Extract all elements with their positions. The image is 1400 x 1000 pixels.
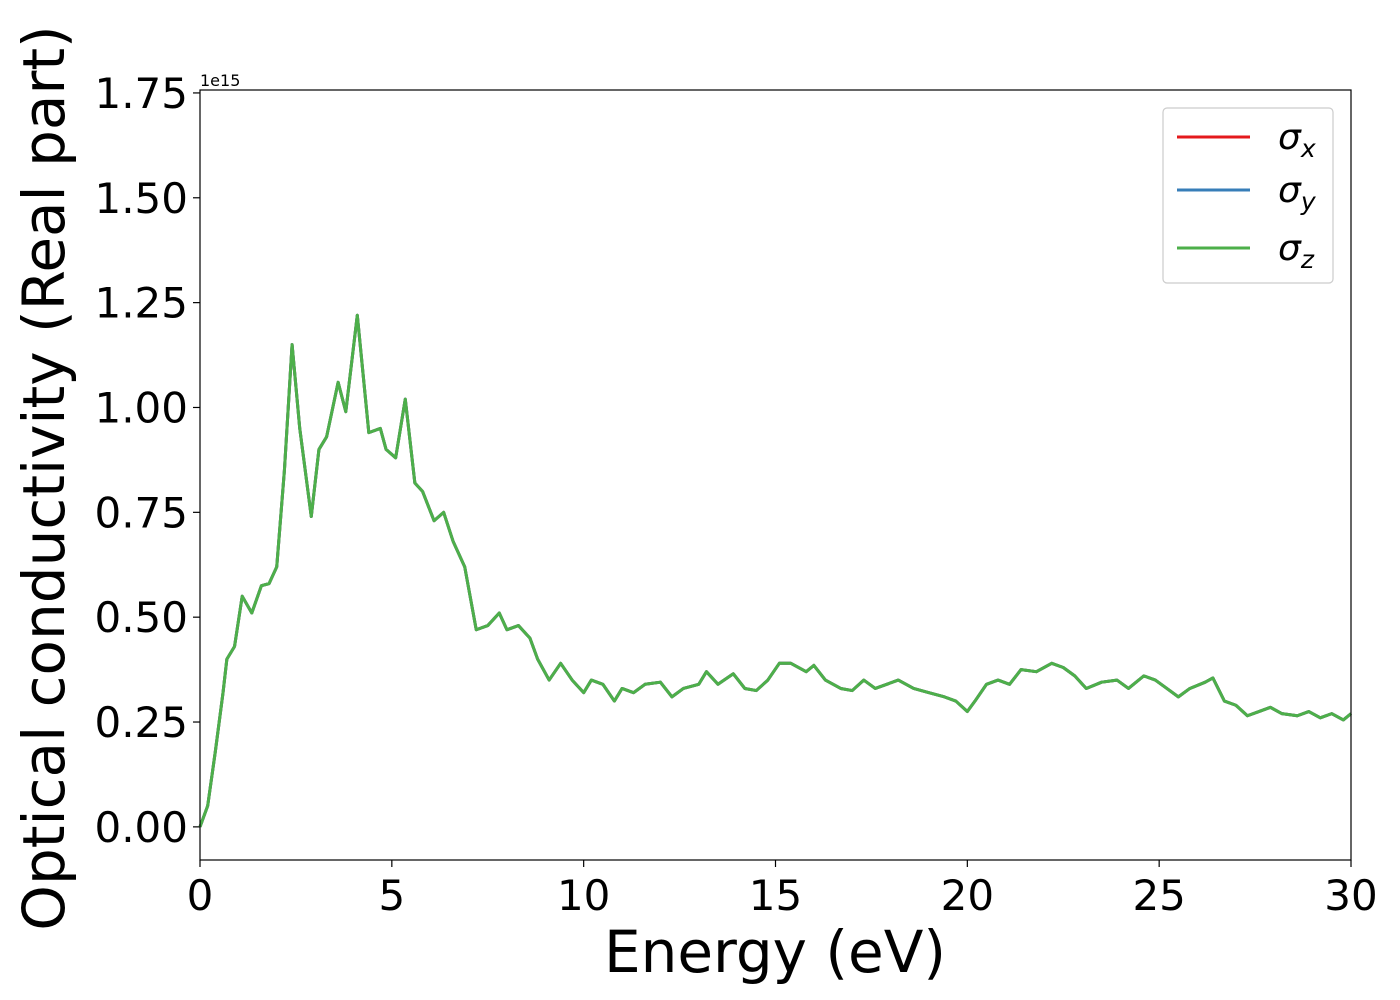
legend-label: σy [1278, 170, 1317, 216]
y-tick-label: 0.50 [94, 593, 188, 642]
legend-frame [1162, 107, 1334, 284]
legend: σx σy σz [1162, 107, 1334, 284]
series-line [198, 313, 1352, 828]
y-axis-label: Optical conductivity (Real part) [10, 25, 78, 930]
x-axis-label: Energy (eV) [604, 918, 946, 986]
x-tick-label: 20 [941, 871, 994, 920]
series-line [198, 313, 1352, 828]
x-tick-label: 0 [187, 871, 214, 920]
series-line [198, 313, 1352, 828]
y-tick-label: 0.00 [94, 803, 188, 852]
plot-frame [199, 89, 1352, 861]
legend-label: σz [1278, 228, 1315, 274]
legend-label: σx [1278, 117, 1316, 163]
y-tick-label: 1.75 [94, 69, 188, 118]
y-offset-text: 1e15 [200, 71, 240, 90]
x-tick-label: 10 [557, 871, 610, 920]
x-tick-label: 15 [749, 871, 802, 920]
y-tick-label: 1.25 [94, 279, 188, 328]
y-tick-label: 1.00 [94, 383, 188, 432]
y-tick-label: 0.75 [94, 488, 188, 537]
x-tick-label: 5 [378, 871, 405, 920]
y-tick-label: 0.25 [94, 698, 188, 747]
x-tick-label: 30 [1324, 871, 1377, 920]
y-tick-label: 1.50 [94, 174, 188, 223]
x-tick-label: 25 [1132, 871, 1185, 920]
